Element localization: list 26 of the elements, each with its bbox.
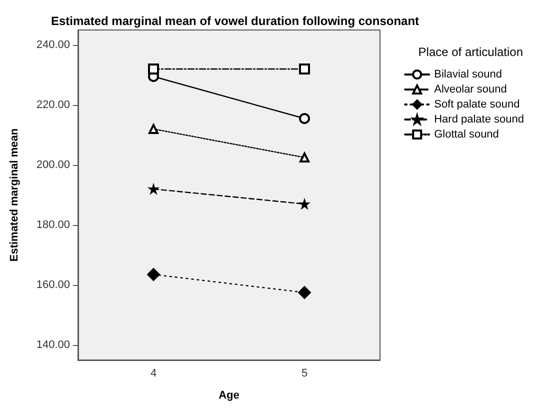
x-axis-title: Age [218, 390, 240, 402]
legend-label: Soft palate sound [434, 98, 520, 110]
y-tick-label: 220.00 [36, 99, 70, 111]
y-tick-label: 200.00 [36, 159, 70, 171]
point [300, 152, 310, 162]
y-tick-label: 240.00 [36, 39, 70, 51]
legend-label: Glottal sound [434, 128, 499, 140]
point [148, 64, 159, 74]
point [299, 64, 310, 74]
point [299, 113, 310, 124]
y-tick-label: 140.00 [36, 339, 70, 351]
y-tick-label: 180.00 [36, 219, 70, 231]
x-tick-label: 4 [150, 368, 157, 380]
x-tick-label: 5 [301, 368, 308, 380]
point [147, 268, 160, 281]
legend-label: Bilavial sound [434, 68, 502, 80]
y-tick-label: 160.00 [36, 279, 70, 291]
y-axis-title: Estimated marginal mean [8, 128, 20, 262]
point [300, 199, 310, 209]
point [298, 286, 311, 299]
point [148, 124, 158, 134]
point [148, 184, 158, 194]
legend-label: Hard palate sound [434, 114, 524, 126]
legend-label: Alveolar sound [434, 84, 507, 96]
chart-title: Estimated marginal mean of vowel duration following consonant [50, 14, 420, 28]
legend-title: Place of articulation [418, 45, 524, 59]
